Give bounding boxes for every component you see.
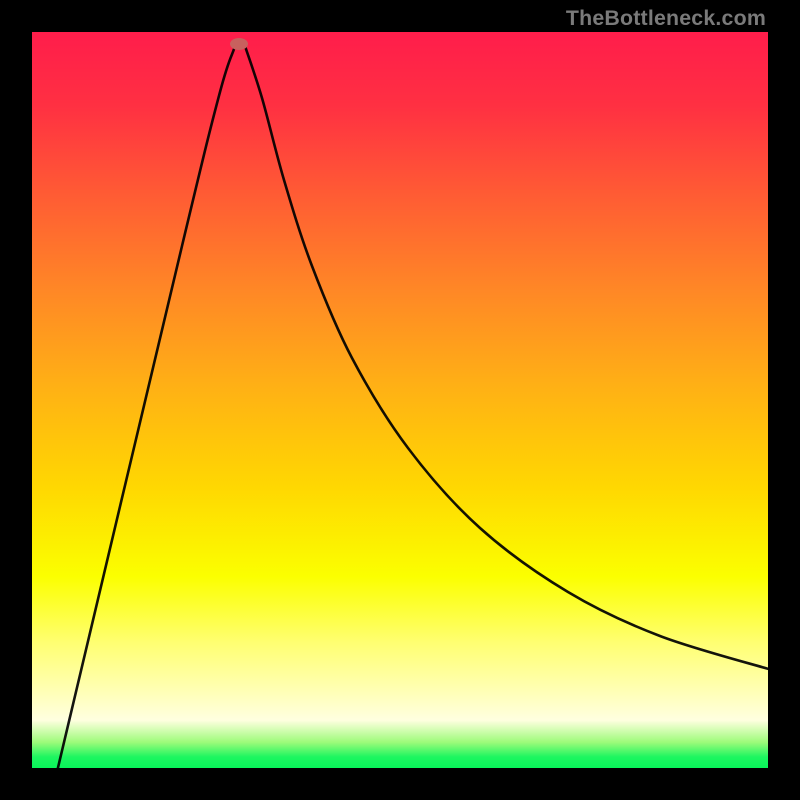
plot-area (32, 32, 768, 768)
curve-right-branch (245, 46, 768, 670)
valley-marker (230, 38, 248, 50)
curve-left-branch (56, 49, 234, 768)
watermark-text: TheBottleneck.com (566, 6, 766, 31)
bottleneck-curve (32, 32, 768, 768)
chart-frame: TheBottleneck.com (0, 0, 800, 800)
